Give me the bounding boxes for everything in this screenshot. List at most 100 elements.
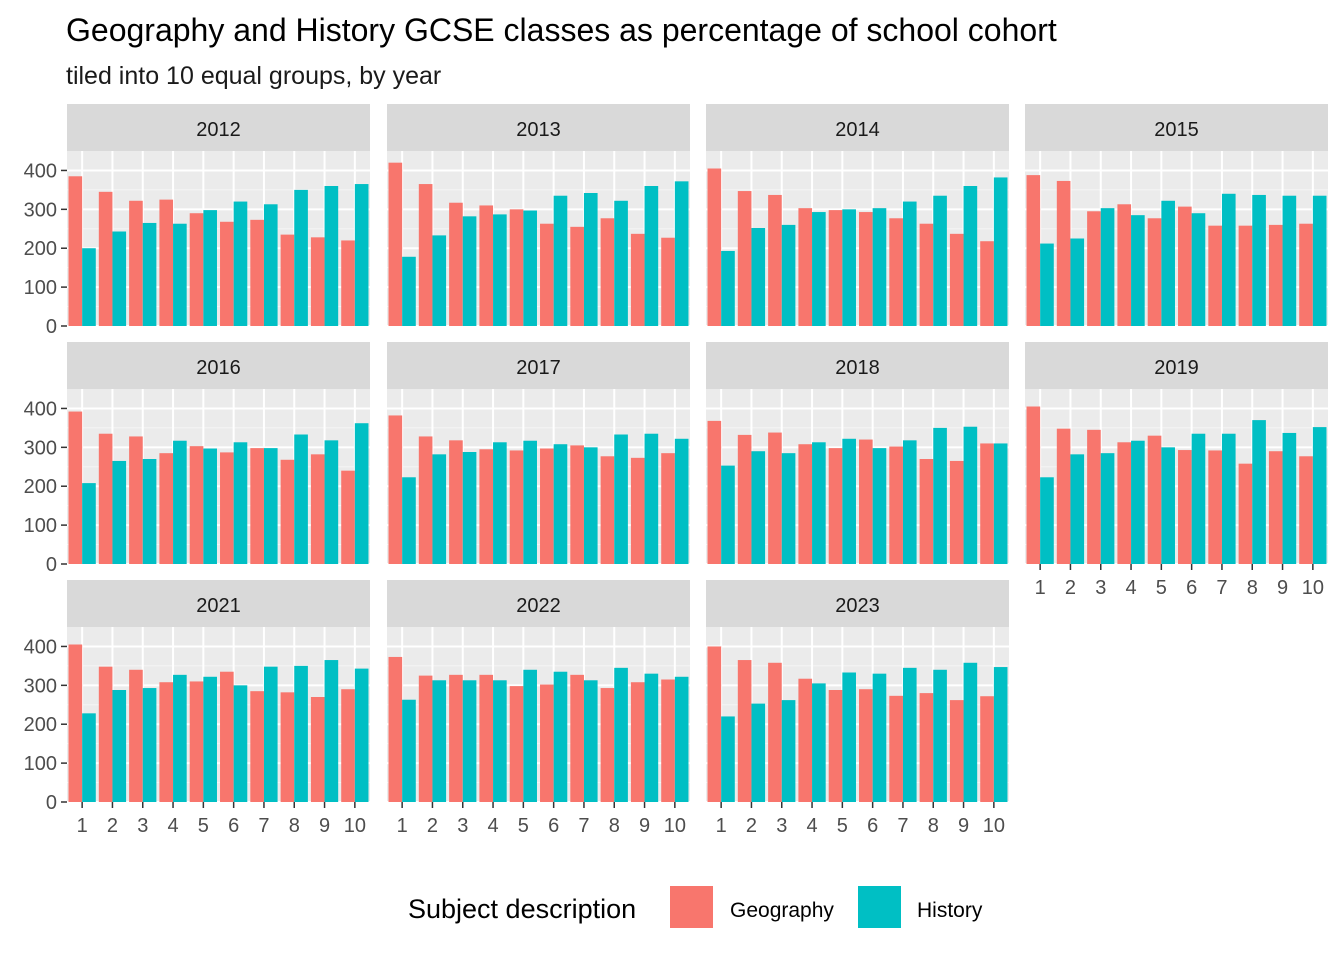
bar-history-2013-8 — [614, 200, 628, 326]
bar-history-2017-9 — [644, 433, 659, 564]
bar-history-2022-7 — [583, 680, 598, 802]
x-tick-label: 8 — [1247, 577, 1258, 599]
bar-geography-2018-6 — [859, 439, 873, 564]
x-tick-label: 4 — [806, 815, 817, 837]
y-tick-label: 200 — [24, 476, 57, 498]
bar-geography-2015-7 — [1208, 225, 1222, 326]
x-tick-label: 6 — [228, 815, 239, 837]
y-tick-label: 400 — [24, 398, 57, 420]
bar-geography-2012-3 — [129, 200, 143, 326]
bar-history-2023-2 — [751, 703, 766, 802]
bar-geography-2023-9 — [949, 700, 964, 802]
legend-label-history: History — [917, 899, 983, 922]
bar-history-2018-9 — [963, 426, 978, 564]
bar-geography-2013-2 — [418, 184, 433, 326]
bar-history-2013-5 — [523, 210, 537, 326]
facet-panel-2015: 2015 — [1025, 104, 1328, 327]
bar-history-2014-4 — [812, 212, 826, 326]
bar-history-2019-5 — [1161, 447, 1175, 564]
bar-geography-2021-7 — [250, 691, 264, 802]
bar-geography-2015-2 — [1056, 180, 1071, 326]
bar-geography-2015-5 — [1147, 218, 1162, 326]
bar-geography-2021-1 — [68, 644, 83, 802]
y-tick-label: 0 — [46, 792, 57, 814]
legend: Subject description Geography History — [408, 886, 983, 928]
facet-strip-label: 2012 — [196, 119, 241, 141]
bar-geography-2013-3 — [449, 202, 463, 326]
facet-panel-2013: 2013 — [387, 104, 690, 327]
bar-history-2018-7 — [902, 440, 917, 564]
bar-history-2019-7 — [1221, 433, 1236, 564]
bar-history-2018-5 — [842, 438, 856, 564]
bar-history-2012-10 — [354, 184, 369, 326]
bar-geography-2016-6 — [220, 452, 234, 564]
bar-geography-2022-3 — [449, 674, 463, 802]
facet-strip-label: 2016 — [196, 357, 241, 379]
x-tick-label: 9 — [319, 815, 330, 837]
facet-panel-2021: 2021 0 100 200 300 400 1 2 3 4 5 6 7 8 9 10 — [24, 580, 370, 837]
bar-history-2014-7 — [902, 201, 917, 326]
bar-geography-2019-7 — [1208, 450, 1222, 564]
bar-geography-2013-10 — [661, 237, 675, 326]
x-tick-label: 7 — [1216, 577, 1227, 599]
bar-history-2017-10 — [674, 438, 689, 564]
bar-geography-2013-8 — [600, 218, 615, 326]
bar-geography-2014-5 — [828, 210, 843, 326]
bar-history-2015-6 — [1191, 213, 1206, 326]
x-tick-label: 6 — [548, 815, 559, 837]
x-tick-label: 1 — [716, 815, 727, 837]
bar-geography-2014-1 — [707, 168, 722, 326]
bar-history-2016-2 — [112, 460, 127, 564]
x-tick-label: 5 — [1156, 577, 1167, 599]
bar-history-2013-9 — [644, 186, 659, 326]
bar-geography-2017-8 — [600, 456, 615, 564]
bar-history-2012-9 — [324, 186, 339, 326]
x-tick-label: 10 — [664, 815, 686, 837]
bar-geography-2013-6 — [540, 223, 554, 326]
x-tick-label: 1 — [77, 815, 88, 837]
bar-geography-2014-3 — [768, 194, 782, 326]
bar-geography-2015-6 — [1178, 206, 1192, 326]
bar-geography-2018-8 — [919, 459, 934, 564]
x-tick-label: 10 — [1302, 577, 1324, 599]
facet-strip-label: 2021 — [196, 595, 241, 617]
bar-geography-2012-4 — [159, 199, 174, 326]
bar-history-2017-6 — [553, 444, 568, 564]
facet-strip — [387, 104, 690, 151]
x-tick-label: 10 — [344, 815, 366, 837]
facet-panel-2017: 2017 — [387, 342, 690, 565]
bar-history-2019-9 — [1282, 432, 1297, 564]
bar-history-2021-7 — [263, 666, 278, 802]
bar-geography-2022-7 — [570, 674, 584, 802]
bar-geography-2013-1 — [388, 162, 403, 326]
facet-strip-label: 2013 — [516, 119, 561, 141]
legend-key-history — [858, 886, 901, 928]
bar-geography-2018-4 — [798, 444, 813, 564]
x-tick-label: 5 — [837, 815, 848, 837]
bar-history-2015-3 — [1100, 208, 1115, 326]
bar-history-2017-3 — [462, 452, 477, 564]
bar-history-2018-10 — [993, 443, 1008, 564]
bar-history-2017-7 — [583, 447, 598, 564]
bar-geography-2017-2 — [418, 436, 433, 564]
bar-geography-2018-5 — [828, 448, 843, 564]
bar-geography-2014-6 — [859, 212, 873, 326]
bar-geography-2023-3 — [768, 662, 782, 802]
bar-geography-2023-4 — [798, 678, 813, 802]
x-tick-label: 1 — [397, 815, 408, 837]
bar-geography-2017-7 — [570, 445, 584, 564]
y-tick-label: 300 — [24, 437, 57, 459]
facet-strip — [67, 580, 370, 627]
bar-geography-2021-4 — [159, 682, 174, 802]
bar-geography-2016-9 — [310, 454, 325, 564]
facet-strip-label: 2023 — [835, 595, 880, 617]
bar-geography-2023-5 — [828, 690, 843, 802]
facet-strip-label: 2015 — [1154, 119, 1199, 141]
x-tick-label: 9 — [1277, 577, 1288, 599]
x-tick-label: 5 — [198, 815, 209, 837]
facet-strip — [1025, 104, 1328, 151]
bar-geography-2016-7 — [250, 448, 264, 564]
bar-geography-2012-1 — [68, 176, 83, 326]
bar-history-2018-2 — [751, 451, 766, 564]
bar-geography-2023-8 — [919, 693, 934, 802]
